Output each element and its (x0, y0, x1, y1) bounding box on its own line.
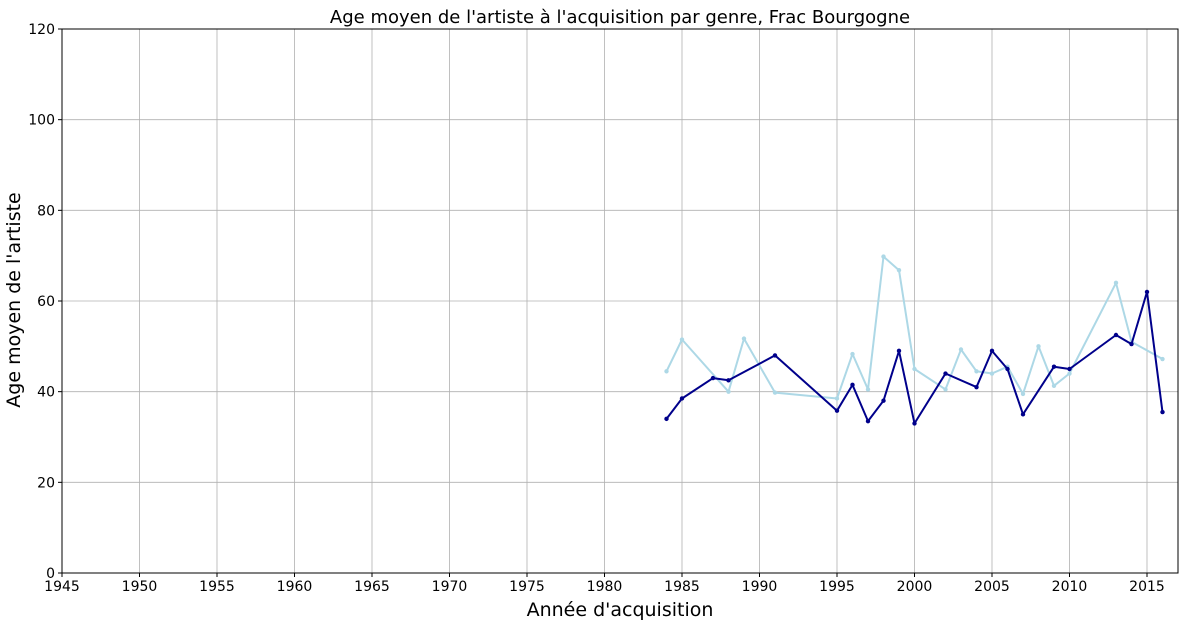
data-point (664, 369, 669, 374)
y-tick-label: 80 (37, 203, 55, 219)
data-point (1113, 332, 1119, 338)
data-point (974, 369, 979, 374)
data-point (881, 254, 886, 259)
data-point (772, 390, 778, 395)
data-point (679, 337, 685, 342)
data-point (912, 366, 917, 372)
data-point (772, 353, 778, 358)
data-point (974, 384, 979, 390)
data-point (1129, 341, 1134, 347)
data-point (943, 387, 948, 392)
gridlines (61, 28, 1178, 574)
data-point (1067, 371, 1072, 376)
data-point (1113, 280, 1119, 286)
axes: 1945 1950 1955 1960 1965 1970 1975 1980 1985 1990… (28, 22, 1179, 595)
series-group (664, 254, 1165, 426)
data-point (710, 375, 716, 381)
x-tick-label: 2010 (1052, 579, 1088, 595)
y-tick-label: 120 (28, 22, 55, 38)
data-point (912, 421, 917, 426)
data-point (834, 408, 840, 413)
x-tick-label: 2000 (897, 579, 933, 595)
y-tick-label: 20 (37, 475, 55, 491)
x-tick-label: 1955 (199, 579, 235, 595)
series-line (665, 290, 1164, 425)
y-tick-label: 60 (37, 294, 55, 310)
x-tick-label: 1995 (819, 579, 855, 595)
data-point (958, 347, 964, 352)
data-point (865, 387, 871, 392)
y-tick-label: 40 (37, 385, 55, 401)
data-point (896, 267, 902, 273)
y-axis-title: Age moyen de l'artiste (3, 192, 25, 407)
x-tick-label: 1945 (44, 579, 80, 595)
data-point (741, 336, 747, 341)
data-point (881, 398, 886, 403)
x-tick-label: 1965 (354, 579, 390, 595)
data-point (1020, 412, 1026, 417)
data-point (1160, 356, 1165, 362)
x-tick-label: 1960 (277, 579, 313, 595)
x-tick-label: 2005 (974, 579, 1010, 595)
x-tick-label: 1990 (742, 579, 778, 595)
data-point (664, 416, 669, 422)
data-point (1051, 364, 1057, 369)
data-point (726, 389, 731, 394)
data-point (896, 348, 902, 354)
data-point (1067, 366, 1072, 372)
data-point (679, 396, 685, 401)
data-point (1160, 409, 1165, 415)
data-point (1051, 383, 1057, 388)
x-tick-label: 1975 (509, 579, 545, 595)
x-tick-label: 2015 (1129, 579, 1165, 595)
data-point (850, 351, 855, 357)
data-point (989, 348, 995, 354)
x-axis-title: Année d'acquisition (527, 599, 714, 621)
data-point (726, 378, 731, 383)
data-point (1144, 289, 1150, 295)
x-tick-label: 1980 (587, 579, 623, 595)
data-point (1036, 344, 1041, 349)
data-point (865, 418, 871, 424)
data-point (989, 371, 995, 376)
y-tick-label: 100 (28, 113, 55, 129)
data-point (943, 371, 948, 376)
x-tick-label: 1970 (432, 579, 468, 595)
x-tick-label: 1950 (122, 579, 158, 595)
data-point (1005, 366, 1010, 372)
data-point (834, 396, 840, 401)
x-tick-label: 1985 (664, 579, 700, 595)
data-point (1020, 391, 1026, 397)
chart-title: Age moyen de l'artiste à l'acquisition p… (330, 7, 910, 28)
y-tick-label: 0 (46, 566, 55, 582)
data-point (850, 382, 855, 388)
